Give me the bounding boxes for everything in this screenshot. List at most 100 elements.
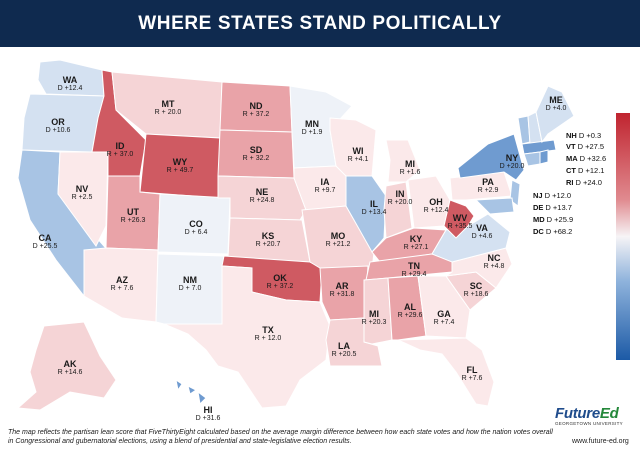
state-abbr: NV — [75, 183, 89, 194]
us-map — [16, 59, 575, 411]
northeast-item-vt: VT D +27.5 — [566, 142, 605, 151]
state-label-va: VA D +4.6 — [472, 223, 493, 241]
state-value: R + 32.2 — [242, 155, 270, 163]
state-value: D +4.0 — [545, 105, 567, 113]
state-abbr: HI — [203, 404, 213, 415]
state-ga — [417, 275, 471, 339]
state-value: R +7.4 — [433, 319, 455, 327]
state-me — [535, 85, 575, 144]
northeast-item-ct: CT D +12.1 — [566, 166, 605, 175]
state-value: R +35.5 — [447, 223, 473, 231]
state-label-ne: NE R +24.8 — [250, 187, 275, 205]
state-abbr: ND — [249, 100, 263, 111]
state-abbr: WA — [62, 74, 78, 85]
state-value: D +10.6 — [45, 127, 71, 135]
state-abbr: IA — [320, 176, 330, 187]
state-label-mi: MI R +1.6 — [400, 159, 421, 177]
state-label-ky: KY R +27.1 — [404, 234, 429, 252]
state-value: R +2.5 — [71, 194, 93, 202]
state-value: R + 37.2 — [266, 283, 294, 291]
state-abbr: MN — [304, 118, 319, 129]
state-value: R +29.4 — [401, 271, 427, 279]
state-value: R +4.8 — [483, 263, 505, 271]
state-value: R +26.3 — [120, 217, 146, 225]
state-abbr: LA — [338, 340, 350, 351]
state-label-nc: NC R +4.8 — [484, 253, 505, 271]
state-label-mn: MN D +1.9 — [302, 119, 323, 137]
state-value: R +27.1 — [403, 244, 429, 252]
state-md — [474, 197, 515, 215]
website-link[interactable]: www.future-ed.org — [572, 438, 629, 445]
state-hi-3 — [197, 390, 207, 406]
logo-sub: GEORGETOWN UNIVERSITY — [555, 421, 623, 426]
state-abbr: CA — [38, 232, 52, 243]
state-tx — [163, 265, 331, 409]
state-label-ok: OK R + 37.2 — [267, 273, 294, 291]
state-abbr: AZ — [115, 274, 128, 285]
state-ny — [457, 133, 525, 181]
state-label-in: IN R +20.0 — [388, 189, 413, 207]
state-abbr: GA — [437, 308, 451, 319]
state-value: D +25.5 — [32, 243, 58, 251]
state-abbr: NY — [505, 152, 519, 163]
state-value: D +13.4 — [361, 209, 387, 217]
state-value: R + 37.2 — [242, 111, 270, 119]
state-abbr: OK — [273, 272, 287, 283]
state-hi-2 — [187, 385, 197, 395]
state-label-sc: SC R +18.6 — [464, 281, 489, 299]
state-abbr: AK — [63, 358, 77, 369]
state-label-hi: HI D +31.6 — [196, 405, 221, 423]
state-label-ks: KS R +20.7 — [256, 231, 281, 249]
logo-name-a: Future — [555, 405, 600, 422]
state-va — [431, 213, 511, 263]
state-label-or: OR D +10.6 — [46, 117, 71, 135]
northeast-item-ma: MA D +32.6 — [566, 154, 607, 163]
state-label-pa: PA R +2.9 — [478, 177, 499, 195]
state-label-il: IL D +13.4 — [362, 199, 387, 217]
state-label-wy: WY R + 49.7 — [167, 157, 194, 175]
northeast-item-ri: RI D +24.0 — [566, 178, 602, 187]
state-abbr: IL — [370, 198, 378, 209]
state-label-ar: AR R +31.8 — [330, 281, 355, 299]
state-value: R + 7.6 — [110, 285, 134, 293]
state-abbr: NE — [255, 186, 269, 197]
state-label-al: AL R +29.6 — [398, 302, 423, 320]
state-ct — [523, 151, 541, 167]
state-label-tx: TX R + 12.0 — [255, 325, 282, 343]
state-abbr: UT — [127, 206, 139, 217]
state-value: D + 7.0 — [178, 285, 202, 293]
state-abbr: OH — [429, 196, 443, 207]
state-ak — [16, 321, 117, 411]
state-label-co: CO D + 6.4 — [185, 219, 208, 237]
page-title: WHERE STATES STAND POLITICALLY — [0, 0, 640, 47]
state-value: D +31.6 — [195, 415, 221, 423]
state-value: R +21.2 — [325, 241, 351, 249]
state-label-ga: GA R +7.4 — [434, 309, 455, 327]
state-label-id: ID R + 37.0 — [107, 141, 134, 159]
logo-name-b: Ed — [599, 405, 619, 422]
state-nc — [445, 247, 513, 289]
state-label-nv: NV R +2.5 — [72, 184, 93, 202]
state-label-ak: AK R +14.6 — [58, 359, 83, 377]
state-abbr: TN — [408, 260, 420, 271]
state-value: R +20.5 — [331, 351, 357, 359]
state-value: R + 20.0 — [154, 109, 182, 117]
state-abbr: VA — [476, 222, 488, 233]
state-fl — [397, 337, 495, 407]
state-abbr: IN — [395, 188, 405, 199]
state-abbr: SC — [469, 280, 483, 291]
state-label-nm: NM D + 7.0 — [179, 275, 202, 293]
state-label-ms: MI R +20.3 — [362, 309, 387, 327]
northeast-item-nh: NH D +0.3 — [566, 131, 602, 140]
state-abbr: ME — [549, 94, 563, 105]
state-label-wa: WA D +12.4 — [58, 75, 83, 93]
state-abbr: FL — [466, 364, 478, 375]
state-value: D +4.6 — [471, 233, 493, 241]
state-label-ny: NY D +20.0 — [500, 153, 525, 171]
state-label-la: LA R +20.5 — [332, 341, 357, 359]
state-label-ca: CA D +25.5 — [33, 233, 58, 251]
state-label-mt: MT R + 20.0 — [155, 99, 182, 117]
state-label-oh: OH R +12.4 — [424, 197, 449, 215]
northeast-item-md: MD D +25.9 — [533, 215, 574, 224]
state-value: R + 49.7 — [166, 167, 194, 175]
